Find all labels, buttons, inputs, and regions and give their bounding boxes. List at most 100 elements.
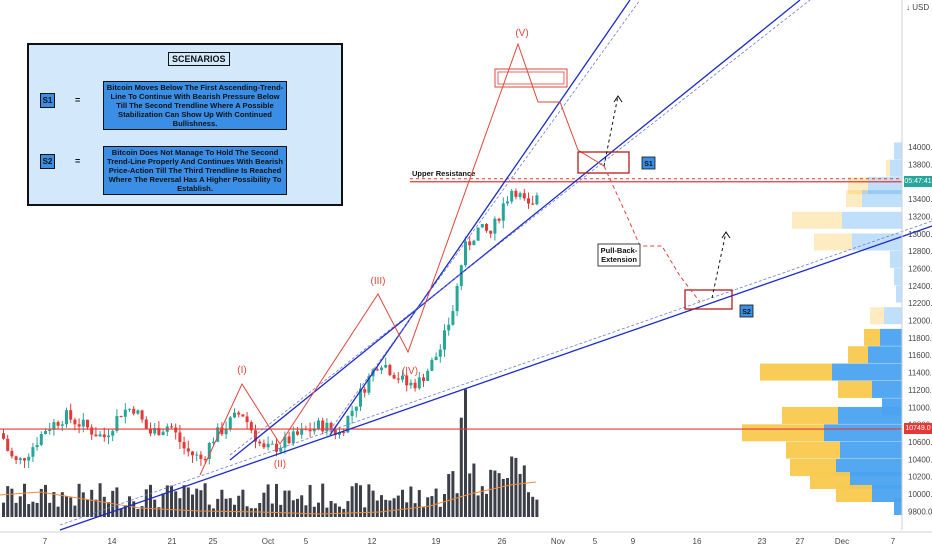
- trendline-dashed-3: [329, 0, 641, 431]
- volume-bar: [501, 478, 505, 517]
- candle-body: [531, 203, 535, 205]
- trendline-dashed-2: [229, 0, 811, 456]
- volume-bar: [266, 484, 270, 517]
- volume-bar: [443, 494, 446, 517]
- y-tick-label: 10400.0: [908, 455, 932, 464]
- volume-bar: [493, 470, 497, 517]
- candle-body: [56, 422, 60, 426]
- wave-label: (III): [371, 276, 386, 287]
- volume-profile-down: [886, 159, 890, 177]
- candle-body: [459, 265, 463, 286]
- candle-body: [464, 241, 467, 266]
- candle-body: [447, 324, 451, 331]
- volume-bar: [359, 485, 362, 517]
- candle-body: [262, 443, 266, 448]
- candle-body: [102, 434, 106, 438]
- volume-bar: [23, 483, 26, 517]
- candle-body: [207, 443, 211, 460]
- s2-bounce-arrow: [711, 231, 727, 299]
- candle-body: [413, 382, 417, 389]
- volume-bar: [73, 505, 77, 517]
- volume-profile-up: [894, 498, 902, 516]
- candle-body: [31, 447, 35, 457]
- volume-bar: [380, 495, 383, 517]
- volume-bar: [203, 483, 207, 517]
- volume-profile-up: [824, 424, 902, 442]
- candle-body: [224, 428, 228, 435]
- volume-bar: [241, 489, 245, 517]
- volume-bar: [417, 490, 421, 517]
- y-tick-label: 11800.0: [908, 334, 932, 343]
- candle-body: [312, 428, 316, 432]
- volume-bar: [375, 500, 379, 517]
- candle-body: [342, 432, 346, 434]
- volume-profile: [742, 142, 902, 516]
- volume-profile-down: [864, 328, 880, 346]
- volume-profile-up: [838, 406, 902, 424]
- volume-bar: [401, 489, 404, 517]
- volume-bar: [258, 502, 262, 517]
- candle-body: [409, 382, 413, 386]
- volume-bar: [254, 508, 257, 517]
- volume-bar: [98, 483, 102, 517]
- wave-label: (IV): [402, 366, 418, 377]
- candle-body: [380, 367, 383, 371]
- candle-body: [237, 412, 241, 415]
- volume-bar: [489, 469, 493, 517]
- y-tick-label: 12600.0: [908, 265, 932, 274]
- candle-body: [279, 447, 283, 452]
- volume-profile-up: [872, 380, 902, 398]
- x-tick-label: 21: [168, 537, 177, 546]
- x-tick-label: 16: [693, 537, 702, 546]
- candle-body: [14, 456, 18, 460]
- volume-bar: [195, 488, 199, 517]
- volume-bar: [426, 497, 430, 517]
- y-tick-label: 11000.0: [908, 403, 932, 412]
- candle-body: [317, 420, 320, 429]
- volume-bar: [90, 489, 94, 517]
- volume-profile-down: [786, 441, 840, 459]
- y-tick-label: 13400.0: [908, 195, 932, 204]
- volume-bar: [39, 488, 43, 517]
- candle-body: [438, 349, 442, 357]
- candle-body: [359, 389, 362, 407]
- candle-body: [291, 431, 295, 444]
- candle-body: [90, 427, 94, 435]
- candle-body: [258, 441, 262, 444]
- y-tick-label: 10200.0: [908, 473, 932, 482]
- volume-bar: [65, 496, 68, 517]
- analysis-overlay: Upper Resistance (I) (II) (III) (IV) (V) S1 S2 P…: [0, 0, 932, 531]
- volume-bar: [346, 501, 350, 517]
- volume-bar: [60, 492, 64, 517]
- volume-profile-up: [884, 307, 902, 325]
- x-tick-label: 26: [498, 537, 507, 546]
- volume-bar: [459, 417, 463, 517]
- volume-bar: [165, 485, 169, 517]
- x-tick-label: 25: [209, 537, 218, 546]
- volume-bar: [174, 491, 178, 517]
- volume-bar: [468, 473, 472, 517]
- x-tick-label: 14: [108, 537, 117, 546]
- volume-bar: [384, 499, 388, 517]
- volume-profile-down: [760, 363, 832, 381]
- trendline-1: [59, 225, 932, 531]
- volume-bar: [35, 502, 39, 517]
- volume-profile-up: [850, 471, 902, 489]
- candle-body: [18, 458, 22, 460]
- candle-body: [44, 431, 47, 434]
- candle-body: [23, 458, 26, 461]
- volume-profile-up: [890, 159, 902, 177]
- scenarios-title: SCENARIOS: [168, 52, 230, 66]
- s1-bounce-arrowhead: [613, 95, 623, 103]
- volume-bar: [14, 502, 18, 517]
- volume-bar: [220, 489, 224, 517]
- candle-body: [296, 431, 299, 435]
- scenarios-panel: SCENARIOS S1 = Bitcoin Moves Below The F…: [27, 43, 343, 206]
- volume-bar: [510, 456, 514, 517]
- volume-profile-down: [810, 471, 850, 489]
- volume-profile-down: [870, 307, 884, 325]
- candle-body: [191, 451, 194, 456]
- volume-bar: [405, 502, 409, 517]
- x-tick-label: Nov: [551, 537, 565, 546]
